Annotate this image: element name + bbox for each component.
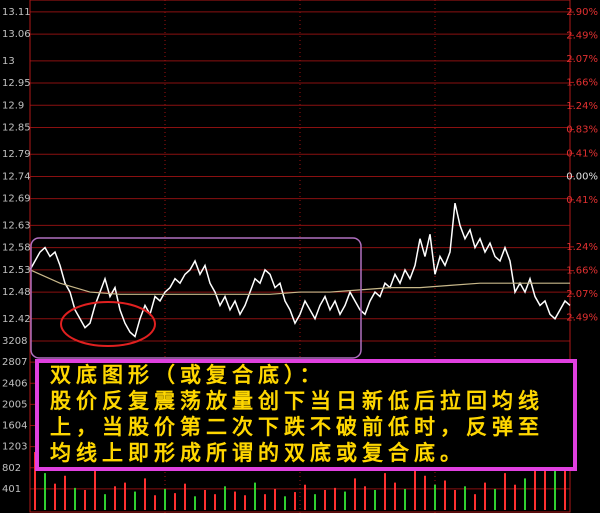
volume-bar	[254, 482, 256, 510]
y2-tick-label: 2.49%	[566, 313, 598, 324]
volume-bar	[34, 452, 36, 510]
y2-tick-label: 2.07%	[566, 289, 598, 300]
volume-bar	[384, 473, 386, 510]
y-tick-label: 13.06	[2, 29, 31, 40]
volume-bar	[64, 475, 66, 510]
y-tick-label: 3208	[2, 336, 27, 347]
y2-tick-label: 2.07%	[566, 54, 598, 65]
y-tick-label: 12.58	[2, 243, 31, 254]
note-line: 股价反复震荡放量创下当日新低后拉回均线	[50, 389, 544, 413]
volume-bar	[264, 494, 266, 510]
y-tick-label: 401	[2, 484, 21, 495]
y-tick-label: 12.48	[2, 287, 31, 298]
y-tick-label: 802	[2, 463, 21, 474]
volume-bar	[484, 482, 486, 510]
volume-bar	[464, 486, 466, 510]
volume-bar	[274, 488, 276, 510]
volume-bar	[204, 489, 206, 510]
y2-tick-label: 0.41%	[566, 148, 598, 159]
y2-tick-label: 2.49%	[566, 30, 598, 41]
volume-bar	[94, 462, 96, 510]
volume-bar	[554, 467, 556, 510]
y-tick-label: 12.95	[2, 78, 31, 89]
y-tick-label: 12.69	[2, 194, 31, 205]
volume-bar	[234, 491, 236, 510]
volume-bar	[504, 473, 506, 510]
volume-bar	[74, 487, 76, 510]
y-tick-label: 13.11	[2, 7, 31, 18]
volume-bar	[184, 483, 186, 510]
volume-bar	[174, 493, 176, 510]
y-tick-label: 12.74	[2, 171, 31, 182]
y-tick-label: 13	[2, 56, 15, 67]
volume-bar	[224, 486, 226, 510]
volume-bar	[444, 480, 446, 510]
volume-bar	[44, 473, 46, 510]
volume-bar	[304, 484, 306, 510]
volume-bar	[474, 494, 476, 510]
y-tick-label: 12.63	[2, 220, 31, 231]
volume-bar	[454, 489, 456, 510]
y2-tick-label: 2.90%	[566, 7, 598, 18]
volume-bar	[124, 482, 126, 510]
y-tick-label: 1203	[2, 442, 27, 453]
plot-border	[29, 0, 571, 513]
price-line	[29, 202, 571, 338]
y-tick-label: 12.42	[2, 314, 31, 325]
y-tick-label: 12.79	[2, 149, 31, 160]
y-tick-label: 12.9	[2, 100, 24, 111]
volume-bar	[54, 483, 56, 510]
volume-bar	[314, 494, 316, 510]
y-tick-label: 2807	[2, 357, 27, 368]
y2-tick-label: 1.24%	[566, 101, 598, 112]
volume-bar	[394, 482, 396, 510]
y-tick-label: 2406	[2, 378, 27, 389]
volume-bar	[404, 488, 406, 510]
volume-bar	[534, 462, 536, 510]
y2-tick-label: 1.66%	[566, 266, 598, 277]
y2-tick-label: 1.66%	[566, 77, 598, 88]
y-tick-label: 1604	[2, 421, 27, 432]
note-title: 双底图形（或复合底）：	[50, 363, 326, 387]
y-tick-label: 12.53	[2, 265, 31, 276]
volume-bar	[494, 488, 496, 510]
note-box	[35, 359, 577, 471]
volume-bar	[244, 495, 246, 510]
volume-bar	[194, 496, 196, 510]
volume-bar	[434, 484, 436, 510]
volume-bar	[354, 478, 356, 510]
volume-bar	[344, 491, 346, 510]
volume-bar	[414, 462, 416, 510]
volume-bar	[84, 489, 86, 510]
volume-bar	[374, 489, 376, 510]
volume-bar	[424, 475, 426, 510]
volume-bar	[114, 486, 116, 510]
volume-bar	[134, 491, 136, 510]
volume-bar	[524, 478, 526, 510]
y-tick-label: 2005	[2, 399, 27, 410]
volume-bar	[544, 441, 546, 510]
volume-bar	[144, 478, 146, 510]
y2-tick-label: 1.24%	[566, 242, 598, 253]
y-tick-label: 12.85	[2, 123, 31, 134]
price-line	[29, 269, 570, 295]
y2-tick-label: 0.41%	[566, 195, 598, 206]
volume-bar	[294, 492, 296, 510]
volume-bar	[164, 488, 166, 510]
volume-bar	[284, 496, 286, 510]
volume-bar	[104, 494, 106, 510]
y2-tick-label: 0.00%	[566, 172, 598, 183]
volume-bar	[334, 487, 336, 510]
volume-bar	[324, 489, 326, 510]
volume-bar	[364, 486, 366, 510]
volume-bar	[514, 484, 516, 510]
highlight-box	[30, 237, 362, 359]
volume-bar	[154, 495, 156, 510]
double-bottom-ellipse	[60, 301, 156, 347]
note-line: 上，当股价第二次下跌不破前低时，反弹至	[50, 415, 544, 439]
volume-bar	[214, 494, 216, 510]
note-line: 均线上即形成所谓的双底或复合底。	[50, 441, 466, 465]
y2-tick-label: 0.83%	[566, 124, 598, 135]
